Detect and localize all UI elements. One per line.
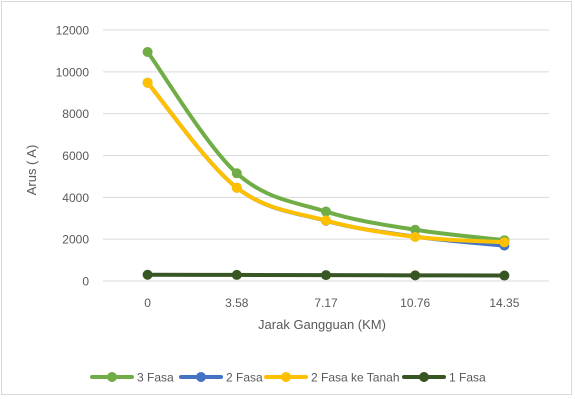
- line-chart: 0 2000 4000 6000 8000 10000 12000 0 3.58 7.17 10.…: [24, 24, 549, 385]
- x-tick-label: 7.17: [314, 296, 338, 310]
- series-3-fasa: [142, 46, 510, 246]
- series-2-fasa-ke-tanah: [142, 77, 510, 248]
- legend-item: 1 Fasa: [402, 371, 486, 385]
- series-line: [145, 49, 507, 243]
- data-point: [231, 168, 242, 179]
- data-point: [410, 270, 421, 281]
- legend-label: 2 Fasa: [226, 371, 263, 385]
- legend: 3 Fasa 2 Fasa 2 Fasa ke Tanah 1 Fasa: [90, 371, 486, 385]
- y-axis-label: Arus ( A): [24, 145, 39, 196]
- data-point: [321, 215, 331, 226]
- legend-marker: [196, 372, 206, 382]
- series-1-fasa: [142, 269, 510, 281]
- legend-item: 2 Fasa ke Tanah: [264, 371, 400, 385]
- data-point: [499, 237, 510, 248]
- data-point: [410, 231, 421, 242]
- x-tick-label: 3.58: [225, 296, 249, 310]
- data-point: [321, 270, 331, 281]
- legend-item: 2 Fasa: [179, 371, 263, 385]
- data-point: [231, 269, 242, 280]
- data-point: [142, 46, 153, 57]
- legend-marker: [419, 372, 429, 382]
- data-point: [142, 269, 153, 280]
- y-axis-ticks: 0 2000 4000 6000 8000 10000 12000: [56, 24, 90, 289]
- x-tick-label: 14.35: [489, 296, 519, 310]
- x-tick-label: 10.76: [400, 296, 430, 310]
- data-point: [142, 77, 153, 88]
- legend-marker: [107, 372, 117, 382]
- x-axis-label: Jarak Gangguan (KM): [258, 317, 386, 332]
- data-point: [321, 206, 331, 217]
- legend-marker: [281, 372, 291, 382]
- y-tick-label: 10000: [56, 65, 90, 79]
- data-point: [499, 270, 510, 281]
- y-tick-label: 2000: [62, 233, 89, 247]
- data-point: [231, 182, 242, 193]
- x-axis-ticks: 0 3.58 7.17 10.76 14.35: [144, 296, 519, 310]
- series-lines: [142, 46, 510, 281]
- y-tick-label: 12000: [56, 24, 90, 38]
- x-tick-label: 0: [144, 296, 151, 310]
- legend-item: 3 Fasa: [90, 371, 174, 385]
- y-tick-label: 6000: [62, 149, 89, 163]
- y-tick-label: 8000: [62, 107, 89, 121]
- legend-label: 3 Fasa: [137, 371, 174, 385]
- y-tick-label: 4000: [62, 191, 89, 205]
- legend-label: 1 Fasa: [449, 371, 486, 385]
- data-point: [410, 224, 421, 235]
- gridlines: [103, 29, 549, 282]
- y-tick-label: 0: [82, 275, 89, 289]
- legend-label: 2 Fasa ke Tanah: [311, 371, 400, 385]
